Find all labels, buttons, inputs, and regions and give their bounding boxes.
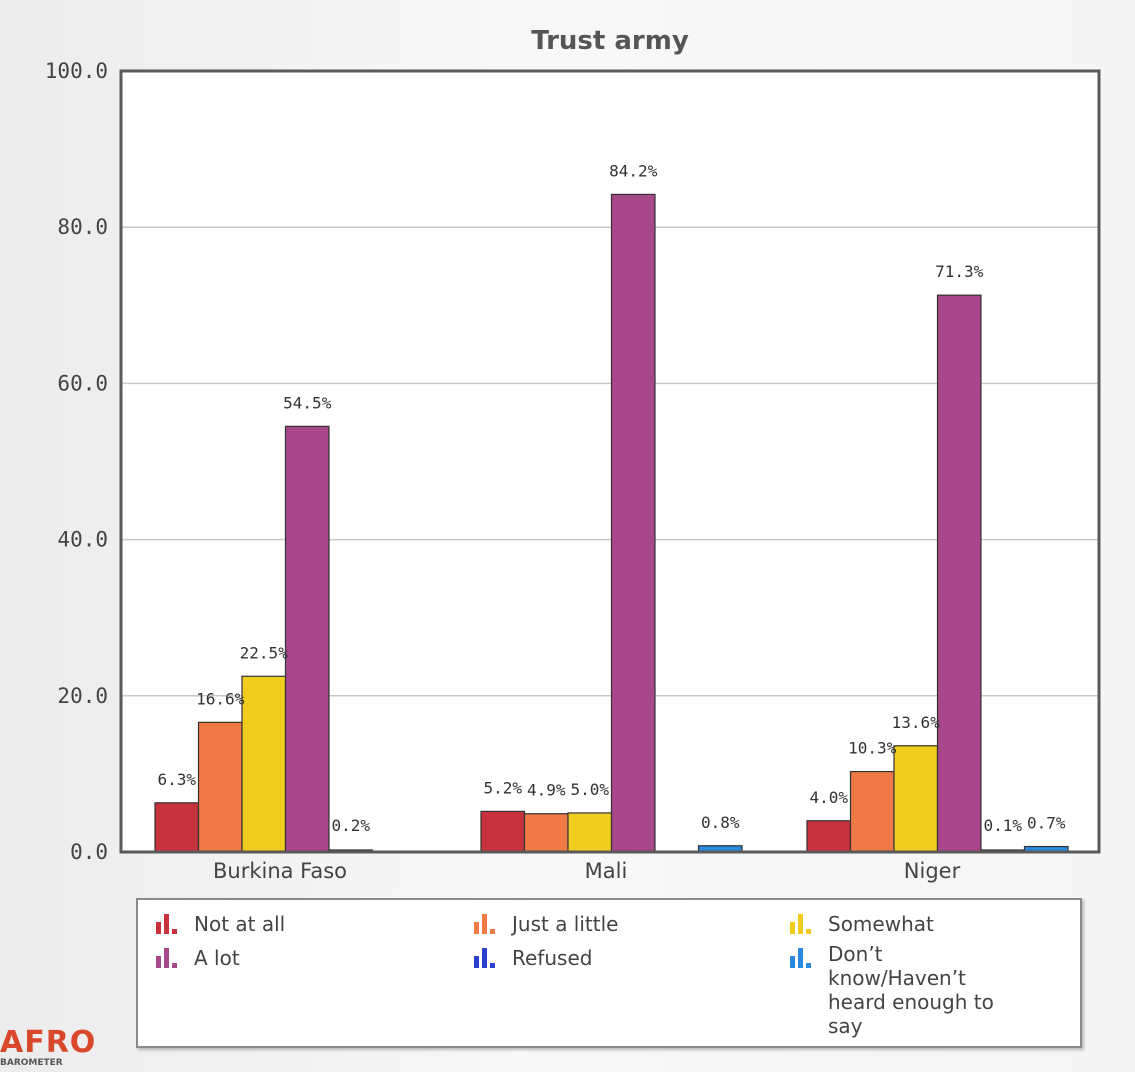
bar-chart-icon <box>790 948 811 968</box>
data-label: 4.0% <box>809 788 848 807</box>
y-tick-label: 40.0 <box>57 528 108 552</box>
bar <box>849 770 895 853</box>
bar <box>284 425 330 853</box>
y-tick-label: 100.0 <box>45 59 108 83</box>
bar <box>936 294 982 853</box>
legend-icon-bar <box>490 929 495 934</box>
legend-icon-bar <box>474 956 479 968</box>
bar <box>893 745 939 853</box>
legend-icon-bar <box>798 914 803 934</box>
chart-title: Trust army <box>531 26 689 56</box>
y-tick-label: 20.0 <box>57 684 108 708</box>
legend-icon-bar <box>474 922 479 934</box>
bar <box>567 812 613 853</box>
legend-icon-bar <box>156 922 161 934</box>
legend-label: Refused <box>512 946 593 970</box>
y-tick-label: 80.0 <box>57 215 108 239</box>
bar-chart-icon <box>156 914 177 934</box>
bar <box>806 820 852 853</box>
data-label: 5.0% <box>570 780 609 799</box>
data-label: 71.3% <box>935 262 984 281</box>
data-label: 84.2% <box>609 161 658 180</box>
data-label: 0.8% <box>701 813 740 832</box>
legend-icon-bar <box>164 914 169 934</box>
data-label: 13.6% <box>892 713 941 732</box>
bar-chart-icon <box>474 914 495 934</box>
legend-label: Not at all <box>194 912 286 936</box>
legend-item-dont-know[interactable]: Don’t know/Haven’t heard enough to say <box>788 942 1018 1038</box>
data-label: 0.7% <box>1027 814 1066 833</box>
bar <box>154 802 200 853</box>
legend-icon-bar <box>790 956 795 968</box>
value-labels: 6.3% 16.6% 22.5% 54.5% 0.2% 5.2% 4.9% 5.0% 84.2%… <box>157 161 1065 835</box>
bar-chart-icon <box>474 948 495 968</box>
legend-icon-bar <box>490 963 495 968</box>
x-category-label: Burkina Faso <box>213 859 347 883</box>
legend-icon-bar <box>790 922 795 934</box>
bar <box>197 721 243 853</box>
data-label: 5.2% <box>483 778 522 797</box>
legend-icon-bar <box>806 963 811 968</box>
legend-item-just-a-little[interactable]: Just a little <box>472 912 618 936</box>
legend-item-a-lot[interactable]: A lot <box>154 946 240 970</box>
x-axis-categories: Burkina Faso Mali Niger <box>213 859 961 883</box>
legend-icon-bar <box>482 914 487 934</box>
legend-icon-bar <box>806 929 811 934</box>
legend-label: Don’t know/Haven’t heard enough to say <box>828 942 994 1038</box>
y-axis-ticks: 0.0 20.0 40.0 60.0 80.0 100.0 <box>45 59 108 864</box>
data-label: 4.9% <box>527 781 566 800</box>
logo-main-text: AFRO <box>0 1025 97 1060</box>
legend-icon-bar <box>156 956 161 968</box>
legend-icon-bar <box>798 948 803 968</box>
bar <box>241 675 287 853</box>
legend: Not at all Just a little Somewhat A lot … <box>136 898 1082 1048</box>
data-label: 54.5% <box>283 393 332 412</box>
data-label: 22.5% <box>240 643 289 662</box>
data-label: 10.3% <box>848 739 897 758</box>
data-label: 6.3% <box>157 770 196 789</box>
y-tick-label: 0.0 <box>70 840 108 864</box>
legend-icon-bar <box>164 948 169 968</box>
bar <box>523 813 569 853</box>
bars <box>154 193 1069 853</box>
legend-item-somewhat[interactable]: Somewhat <box>788 912 934 936</box>
bar <box>480 810 526 853</box>
afrobarometer-logo: AFRO BAROMETER <box>0 1025 97 1069</box>
legend-icon-bar <box>172 963 177 968</box>
legend-item-not-at-all[interactable]: Not at all <box>154 912 285 936</box>
plot-frame <box>119 69 1101 854</box>
bar-chart-icon <box>156 948 177 968</box>
data-label: 0.2% <box>331 816 370 835</box>
data-label: 0.1% <box>983 816 1022 835</box>
legend-icon-bar <box>172 929 177 934</box>
legend-item-refused[interactable]: Refused <box>472 946 592 970</box>
x-category-label: Mali <box>585 859 628 883</box>
bar-chart-icon <box>790 914 811 934</box>
legend-label: Somewhat <box>828 912 934 936</box>
logo-sub-text: BAROMETER <box>0 1058 63 1068</box>
legend-label: A lot <box>194 946 240 970</box>
chart: Trust army 0.0 20.0 40.0 60.0 80.0 100.0 6.3%… <box>45 26 1101 883</box>
bar <box>610 193 656 853</box>
y-tick-label: 60.0 <box>57 371 108 395</box>
x-category-label: Niger <box>904 859 961 883</box>
legend-icon-bar <box>482 948 487 968</box>
data-label: 16.6% <box>196 689 245 708</box>
legend-label: Just a little <box>512 912 619 936</box>
